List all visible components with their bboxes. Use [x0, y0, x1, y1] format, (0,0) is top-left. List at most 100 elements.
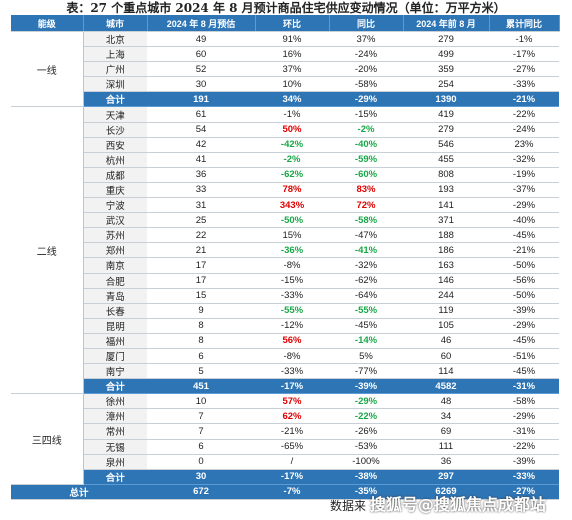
subtotal-ytd: 297 [403, 469, 489, 485]
subtotal-row: 合计 451 -17% -39% 4582 -31% [11, 378, 559, 395]
cumulative-cell: -21% [489, 242, 559, 259]
estimate-cell: 5 [147, 363, 255, 380]
table-row: 合肥 17 -15% -62% 146 -56% [11, 273, 559, 289]
mom-cell: 343% [255, 197, 329, 214]
cumulative-cell: -17% [489, 46, 559, 63]
table-row: 郑州 21 -36% -41% 186 -21% [11, 242, 559, 259]
city-cell: 北京 [83, 31, 147, 48]
cumulative-cell: -29% [489, 197, 559, 214]
yoy-cell: -41% [329, 242, 403, 259]
subtotal-ytd: 1390 [403, 91, 489, 108]
yoy-cell: -55% [329, 303, 403, 319]
subtotal-cum: -21% [489, 91, 559, 108]
city-cell: 青岛 [83, 288, 147, 304]
yoy-cell: -40% [329, 137, 403, 153]
table-title: 表：27 个重点城市 2024 年 8 月预计商品住宅供应变动情况（单位：万平方… [66, 1, 506, 15]
header-city: 城市 [83, 15, 148, 32]
estimate-cell: 8 [147, 318, 255, 334]
mom-cell: 10% [255, 76, 329, 93]
cumulative-cell: -29% [489, 318, 559, 334]
ytd-cell: 359 [403, 61, 489, 78]
mom-cell: 37% [255, 61, 329, 78]
estimate-cell: 8 [147, 333, 255, 349]
tier-label: 二线 [11, 106, 84, 395]
cumulative-cell: -50% [489, 288, 559, 304]
city-cell: 南宁 [83, 363, 147, 380]
yoy-cell: 72% [329, 197, 403, 214]
table-row: 长春 9 -55% -55% 119 -39% [11, 303, 559, 319]
yoy-cell: 83% [329, 182, 403, 199]
yoy-cell: -60% [329, 167, 403, 183]
ytd-cell: 419 [403, 106, 489, 123]
city-cell: 武汉 [83, 212, 147, 229]
ytd-cell: 141 [403, 197, 489, 214]
cumulative-cell: -56% [489, 273, 559, 289]
cumulative-cell: -39% [489, 454, 559, 470]
mom-cell: / [255, 454, 329, 470]
cumulative-cell: -22% [489, 106, 559, 123]
cumulative-cell: -40% [489, 212, 559, 229]
estimate-cell: 25 [147, 212, 255, 229]
subtotal-mom: -17% [255, 378, 329, 395]
city-cell: 昆明 [83, 318, 147, 334]
table-row: 二线 天津 61 -1% -15% 419 -22% [11, 106, 559, 395]
city-cell: 天津 [83, 106, 147, 123]
city-cell: 漳州 [83, 408, 147, 425]
yoy-cell: -45% [329, 318, 403, 334]
cumulative-cell: -51% [489, 348, 559, 365]
table-row: 三四线 徐州 10 57% -29% 48 -58% [11, 393, 559, 485]
subtotal-cum: -31% [489, 378, 559, 395]
table-row: 西安 42 -42% -40% 546 23% [11, 137, 559, 153]
city-cell: 南京 [83, 257, 147, 274]
mom-cell: -8% [255, 348, 329, 365]
grand-total-yoy: -35% [329, 484, 403, 500]
city-cell: 长春 [83, 303, 147, 319]
yoy-cell: -15% [329, 106, 403, 123]
mom-cell: -21% [255, 423, 329, 440]
cumulative-cell: -45% [489, 333, 559, 349]
header-mom: 环比 [255, 15, 330, 32]
city-cell: 合肥 [83, 273, 147, 289]
table-row: 厦门 6 -8% 5% 60 -51% [11, 348, 559, 365]
ytd-cell: 244 [403, 288, 489, 304]
mom-cell: -62% [255, 167, 329, 183]
ytd-cell: 546 [403, 137, 489, 153]
ytd-cell: 279 [403, 122, 489, 138]
subtotal-mom: -17% [255, 469, 329, 485]
yoy-cell: -59% [329, 152, 403, 168]
city-cell: 徐州 [83, 393, 147, 410]
estimate-cell: 17 [147, 257, 255, 274]
estimate-cell: 33 [147, 182, 255, 199]
mom-cell: -1% [255, 106, 329, 123]
estimate-cell: 6 [147, 439, 255, 455]
yoy-cell: -29% [329, 393, 403, 410]
mom-cell: 78% [255, 182, 329, 199]
estimate-cell: 22 [147, 227, 255, 244]
grand-total-est: 672 [147, 484, 255, 500]
cumulative-cell: -24% [489, 122, 559, 138]
table-row: 上海 60 16% -24% 499 -17% [11, 46, 559, 63]
table-row: 漳州 7 62% -22% 34 -29% [11, 408, 559, 425]
subtotal-ytd: 4582 [403, 378, 489, 395]
mom-cell: 91% [255, 31, 329, 48]
header-cumulative-yoy: 累计同比 [489, 15, 560, 32]
ytd-cell: 193 [403, 182, 489, 199]
cumulative-cell: -50% [489, 257, 559, 274]
estimate-cell: 52 [147, 61, 255, 78]
table-row: 昆明 8 -12% -45% 105 -29% [11, 318, 559, 334]
grand-total-cum: -27% [489, 484, 559, 500]
city-cell: 成都 [83, 167, 147, 183]
estimate-cell: 36 [147, 167, 255, 183]
estimate-cell: 42 [147, 137, 255, 153]
yoy-cell: -64% [329, 288, 403, 304]
mom-cell: -12% [255, 318, 329, 334]
ytd-cell: 163 [403, 257, 489, 274]
subtotal-label: 合计 [83, 469, 147, 485]
table-row: 福州 8 56% -14% 46 -45% [11, 333, 559, 349]
estimate-cell: 10 [147, 393, 255, 410]
cumulative-cell: -37% [489, 182, 559, 199]
ytd-cell: 186 [403, 242, 489, 259]
yoy-cell: 5% [329, 348, 403, 365]
cumulative-cell: -32% [489, 152, 559, 168]
subtotal-label: 合计 [83, 91, 147, 108]
